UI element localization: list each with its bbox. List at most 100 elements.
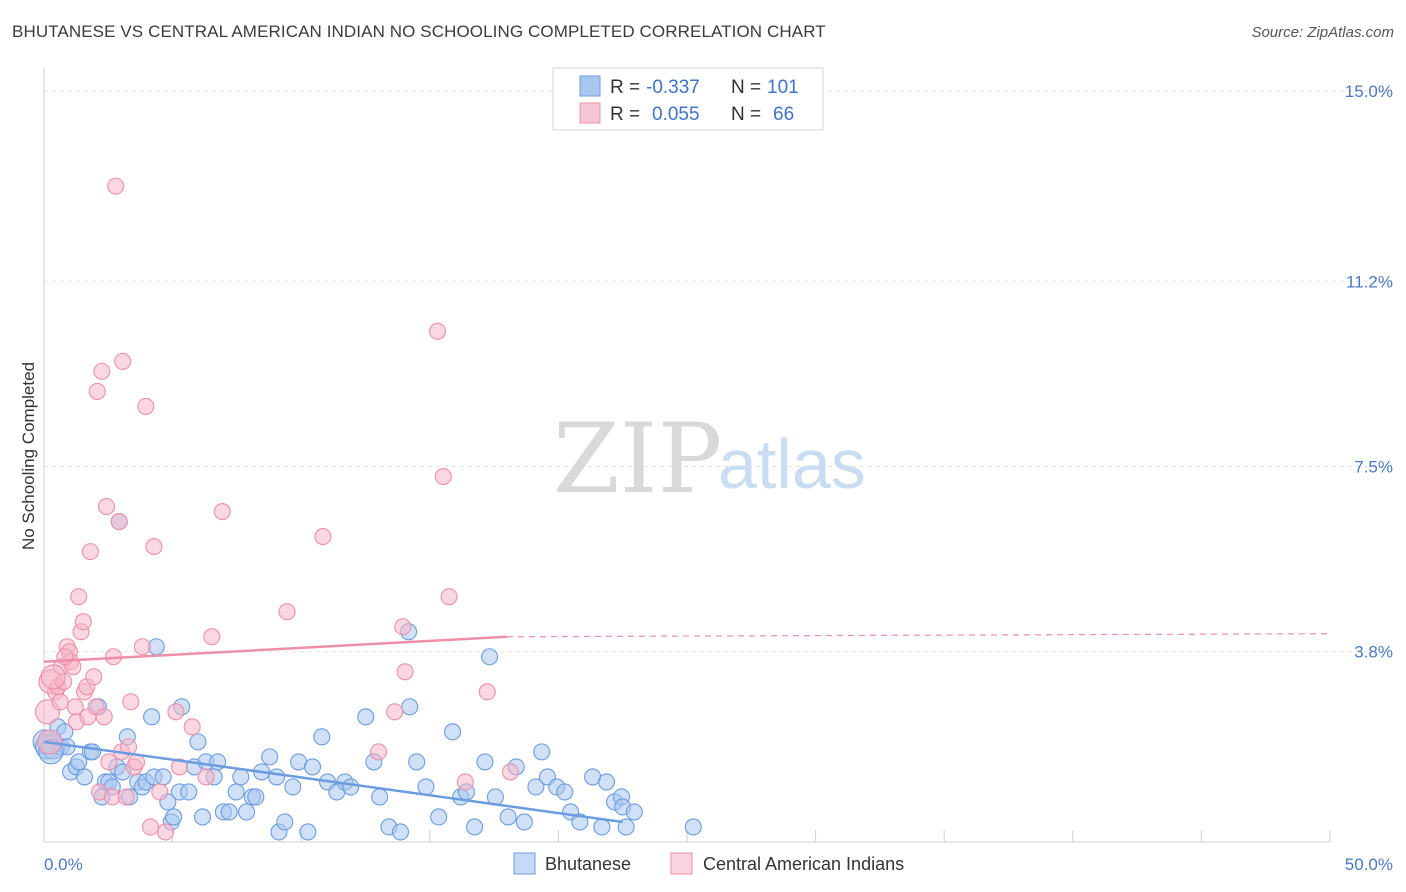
data-point bbox=[394, 618, 412, 636]
data-point bbox=[268, 768, 286, 786]
data-point bbox=[444, 723, 462, 741]
data-point bbox=[278, 603, 296, 621]
stats-legend-n-label-1: N = bbox=[731, 77, 761, 98]
data-point bbox=[247, 788, 265, 806]
y-tick-labels: 3.8% 7.5% 11.2% 15.0% bbox=[1345, 82, 1393, 662]
data-point bbox=[232, 768, 250, 786]
data-point bbox=[141, 818, 160, 836]
data-point bbox=[499, 808, 517, 826]
chart-source: Source: ZipAtlas.com bbox=[1251, 24, 1394, 41]
y-tick-label: 15.0% bbox=[1345, 82, 1393, 101]
data-point bbox=[183, 718, 201, 736]
data-point bbox=[313, 728, 331, 746]
data-point bbox=[386, 703, 404, 721]
data-point bbox=[684, 818, 702, 836]
data-point bbox=[97, 498, 116, 516]
data-point bbox=[170, 758, 188, 776]
data-point bbox=[391, 823, 410, 841]
data-point bbox=[51, 693, 69, 711]
data-point bbox=[597, 773, 616, 791]
data-point bbox=[84, 743, 102, 761]
data-point bbox=[180, 783, 198, 801]
stats-legend-swatch-central-american bbox=[579, 102, 601, 124]
data-point bbox=[261, 748, 279, 766]
data-point bbox=[342, 778, 360, 796]
stats-legend-n-label-2: N = bbox=[731, 104, 761, 125]
watermark-zip: ZIP bbox=[553, 403, 722, 515]
bottom-legend-swatch-bhutanese bbox=[513, 852, 536, 875]
data-point bbox=[151, 783, 169, 801]
trend-line-central-american-indians bbox=[43, 635, 508, 664]
data-point bbox=[100, 753, 118, 771]
data-point bbox=[165, 808, 183, 826]
data-point bbox=[85, 668, 103, 686]
data-point bbox=[476, 753, 494, 771]
bottom-legend: Bhutanese Central American Indians bbox=[513, 852, 904, 875]
data-point bbox=[40, 664, 66, 690]
data-point bbox=[145, 538, 163, 556]
data-point bbox=[117, 788, 135, 806]
data-point bbox=[56, 648, 74, 666]
data-point bbox=[75, 768, 94, 786]
data-point bbox=[527, 778, 545, 796]
y-tick-label: 3.8% bbox=[1354, 643, 1393, 662]
data-point bbox=[456, 773, 474, 791]
series-central-american-indians bbox=[34, 177, 519, 841]
bottom-legend-label-bhutanese: Bhutanese bbox=[545, 854, 631, 874]
data-point bbox=[88, 382, 106, 400]
data-point bbox=[434, 467, 452, 486]
y-axis-label: No Schooling Completed bbox=[19, 362, 38, 550]
data-point bbox=[276, 813, 294, 831]
data-point bbox=[481, 648, 499, 666]
data-point bbox=[303, 758, 322, 776]
data-point bbox=[194, 808, 212, 826]
data-point bbox=[133, 638, 151, 656]
data-point bbox=[122, 693, 140, 711]
data-point bbox=[203, 628, 221, 646]
series-layer bbox=[32, 177, 702, 841]
data-point bbox=[593, 818, 611, 836]
y-tick-label: 7.5% bbox=[1354, 458, 1393, 477]
series-bhutanese bbox=[32, 513, 702, 841]
watermark-atlas: atlas bbox=[718, 425, 866, 503]
stats-legend-n-value-1: 101 bbox=[767, 77, 799, 98]
chart-title: BHUTANESE VS CENTRAL AMERICAN INDIAN NO … bbox=[12, 22, 826, 41]
x-tick-labels: 0.0% 50.0% bbox=[44, 855, 1393, 874]
stats-legend-r-value-1: -0.337 bbox=[646, 77, 700, 98]
trend-line-extension bbox=[506, 633, 1331, 638]
stats-legend-r-value-2: 0.055 bbox=[652, 104, 700, 125]
data-point bbox=[167, 703, 185, 721]
gridlines bbox=[44, 90, 1393, 653]
trend-layer bbox=[43, 633, 1331, 824]
data-point bbox=[154, 768, 172, 786]
data-point bbox=[95, 708, 113, 726]
trend-line-bhutanese bbox=[43, 740, 623, 824]
y-tick-label: 11.2% bbox=[1346, 272, 1393, 291]
data-point bbox=[93, 362, 111, 380]
data-point bbox=[428, 322, 447, 340]
data-point bbox=[143, 708, 161, 726]
data-point bbox=[284, 778, 302, 796]
x-tick-label-min: 0.0% bbox=[44, 855, 83, 874]
data-point bbox=[417, 778, 435, 796]
stats-legend-r-label-1: R = bbox=[610, 77, 640, 98]
plot-area: ZIP atlas bbox=[32, 68, 1393, 843]
data-point bbox=[401, 698, 419, 716]
data-point bbox=[369, 743, 388, 761]
data-point bbox=[156, 823, 175, 841]
data-point bbox=[396, 663, 414, 681]
data-point bbox=[237, 803, 256, 821]
watermark: ZIP atlas bbox=[553, 403, 866, 515]
data-point bbox=[110, 513, 128, 531]
data-point bbox=[501, 763, 519, 781]
data-point bbox=[114, 352, 132, 370]
data-point bbox=[137, 397, 155, 415]
stats-legend: R = -0.337 N = 101 R = 0.055 N = 66 bbox=[552, 67, 824, 131]
data-point bbox=[515, 813, 533, 831]
data-point bbox=[119, 738, 138, 756]
data-point bbox=[70, 753, 88, 771]
data-point bbox=[189, 733, 207, 751]
data-point bbox=[299, 823, 317, 841]
stats-legend-swatch-bhutanese bbox=[579, 75, 601, 97]
data-point bbox=[440, 588, 458, 606]
